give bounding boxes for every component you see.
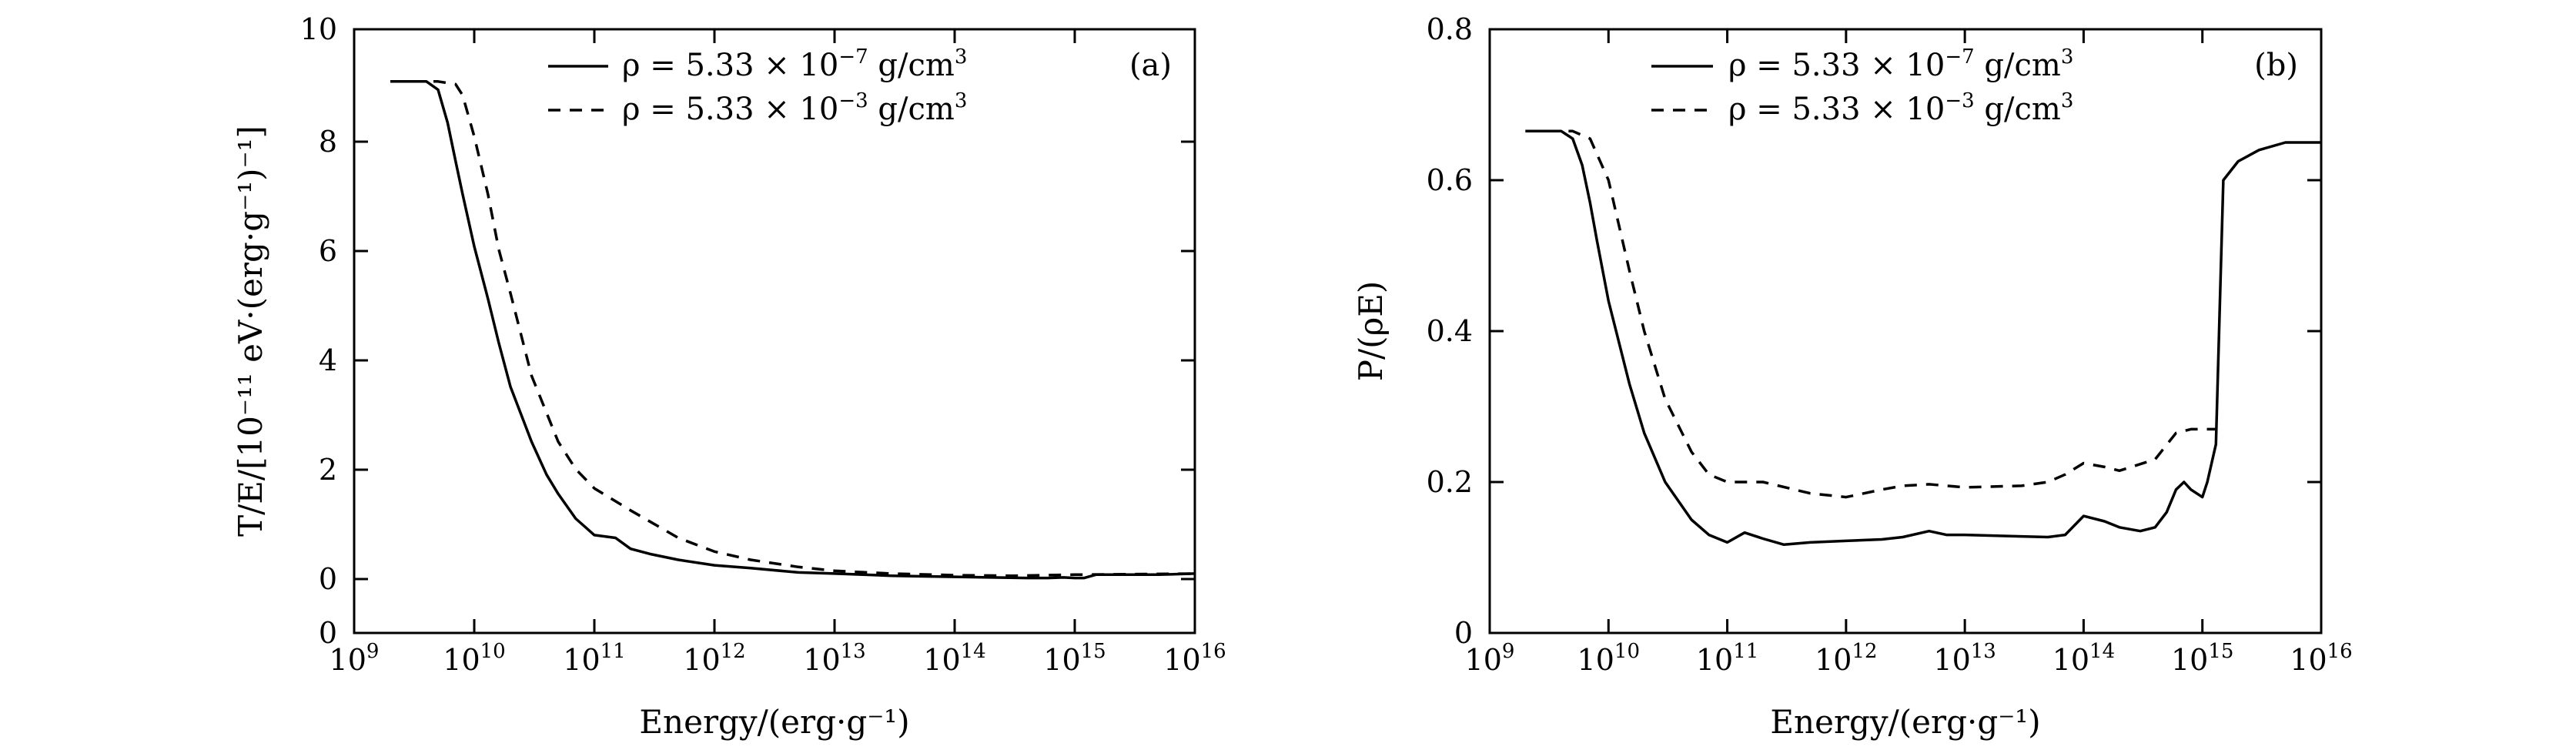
panel-a-series-1-line <box>390 80 1196 580</box>
panel-b-x-tick-label: 1011 <box>1696 640 1758 677</box>
panel-a-plot-frame <box>353 28 1196 634</box>
panel-a-y-axis-title: T/E/[10⁻¹¹ eV·(erg·g⁻¹)⁻¹] <box>232 126 269 537</box>
panel-b-chart: 109 1010 1011 1012 1013 1014 1015 1016 0 0.2 0.4 0.… <box>1352 12 2353 741</box>
panel-a-y-tick-label: 8 <box>319 125 337 159</box>
panel-b-y-tick-label: 0 <box>1454 616 1473 650</box>
panel-a-label: (a) <box>1129 48 1172 83</box>
panel-a-y-tick-label: 2 <box>319 453 337 487</box>
panel-a-chart: 109 1010 1011 1012 1013 1014 1015 1016 0 0 2 4 6 8 10 E… <box>232 12 1226 741</box>
panel-a-y-tick-label: 0 <box>319 616 337 650</box>
panel-a-series-2-line <box>390 80 1196 578</box>
panel-a-legend-label-2: ρ = 5.33 × 10−3 g/cm3 <box>622 89 967 127</box>
panel-a-x-tick-label: 1010 <box>443 640 505 677</box>
panel-b-legend-label-2: ρ = 5.33 × 10−3 g/cm3 <box>1728 89 2073 127</box>
panel-a-y-tick-label: 10 <box>300 12 337 46</box>
panel-a-x-tick-label: 1015 <box>1043 640 1106 677</box>
panel-b-x-tick-label: 109 <box>1465 640 1515 677</box>
panel-b-y-tick-label: 0.8 <box>1427 12 1473 46</box>
panel-b-x-tick-label: 1014 <box>2052 640 2115 677</box>
panel-a-x-tick-label: 1012 <box>683 640 745 677</box>
panel-b-y-tick-label: 0.4 <box>1427 314 1473 348</box>
panel-b-x-tick-label: 1012 <box>1815 640 1877 677</box>
panel-b-label: (b) <box>2254 48 2298 83</box>
panel-a-y-tick-label: 6 <box>319 234 337 268</box>
panel-b-x-axis-title: Energy/(erg·g⁻¹) <box>1770 703 2040 741</box>
panel-b-series-2-line <box>1525 129 2216 499</box>
panel-b-x-tick-label: 1013 <box>1933 640 1996 677</box>
panel-a-legend-label-1: ρ = 5.33 × 10−7 g/cm3 <box>622 45 967 83</box>
panel-b-series-1-line <box>1525 129 2321 547</box>
panel-a-x-tick-label: 1014 <box>923 640 985 677</box>
panel-a-x-tick-label: 1011 <box>563 640 625 677</box>
panel-b-y-tick-label: 0.2 <box>1427 465 1473 499</box>
panel-b-y-tick-label: 0.6 <box>1427 163 1473 197</box>
panel-b-legend-label-1: ρ = 5.33 × 10−7 g/cm3 <box>1728 45 2073 83</box>
panel-b-x-tick-label: 1016 <box>2290 640 2352 677</box>
panel-a-x-tick-label: 109 <box>330 640 380 677</box>
panel-b-x-tick-label: 1010 <box>1577 640 1640 677</box>
panel-b-y-axis-title: P/(ρE) <box>1352 281 1390 382</box>
panel-a-x-tick-label: 1013 <box>803 640 865 677</box>
panel-a-x-tick-label: 1016 <box>1163 640 1226 677</box>
panel-a-y-tick-label: 0 <box>319 562 337 596</box>
panel-a-x-axis-title: Energy/(erg·g⁻¹) <box>639 703 909 741</box>
panel-b-x-tick-label: 1015 <box>2171 640 2233 677</box>
panel-a-y-tick-label: 4 <box>319 343 337 377</box>
